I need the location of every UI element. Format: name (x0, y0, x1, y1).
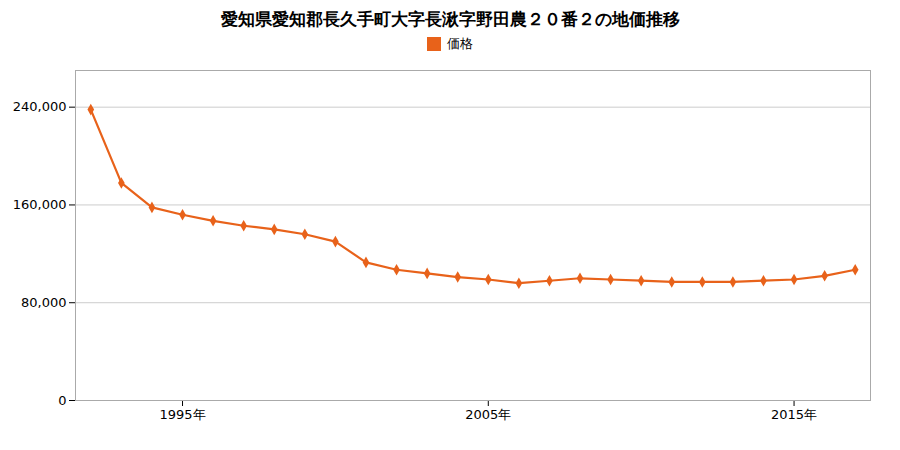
html-text:愛知県愛知郡長久手町大字長湫字野田農２０番２の地価推移: 愛知県愛知郡長久手町大字長湫字野田農２０番２の地価推移 (220, 9, 680, 29)
svg-text:0: 0 (58, 393, 66, 408)
svg-text:240,000: 240,000 (13, 99, 67, 114)
svg-text:2015年: 2015年 (771, 407, 817, 422)
svg-text:80,000: 80,000 (21, 295, 67, 310)
svg-text:2005年: 2005年 (465, 407, 511, 422)
svg-text:160,000: 160,000 (13, 197, 67, 212)
svg-text:1995年: 1995年 (159, 407, 205, 422)
html-text:価格: 価格 (447, 36, 473, 51)
